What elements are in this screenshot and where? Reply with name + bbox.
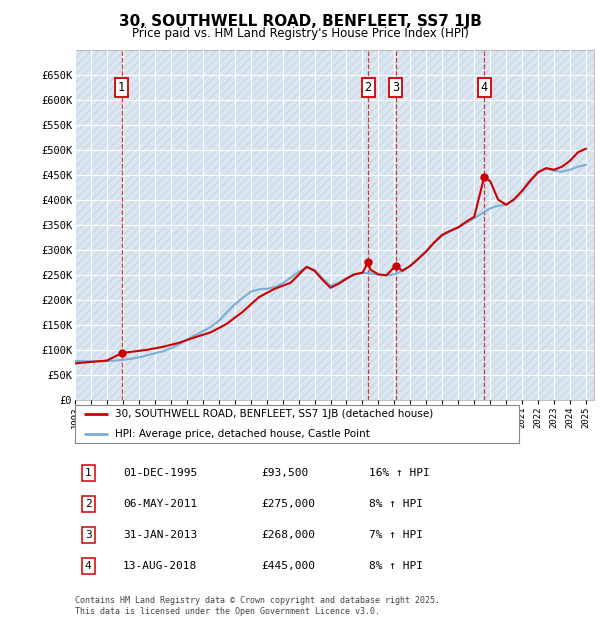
Text: 7% ↑ HPI: 7% ↑ HPI xyxy=(369,530,423,540)
Text: Price paid vs. HM Land Registry's House Price Index (HPI): Price paid vs. HM Land Registry's House … xyxy=(131,27,469,40)
Text: £275,000: £275,000 xyxy=(261,499,315,509)
Text: 4: 4 xyxy=(481,81,488,94)
Text: 16% ↑ HPI: 16% ↑ HPI xyxy=(369,468,430,478)
Text: 30, SOUTHWELL ROAD, BENFLEET, SS7 1JB (detached house): 30, SOUTHWELL ROAD, BENFLEET, SS7 1JB (d… xyxy=(115,409,433,420)
Text: 06-MAY-2011: 06-MAY-2011 xyxy=(123,499,197,509)
Text: 1: 1 xyxy=(85,468,92,478)
Text: 3: 3 xyxy=(392,81,399,94)
Text: 3: 3 xyxy=(85,530,92,540)
Text: 30, SOUTHWELL ROAD, BENFLEET, SS7 1JB: 30, SOUTHWELL ROAD, BENFLEET, SS7 1JB xyxy=(119,14,481,29)
Text: 2: 2 xyxy=(364,81,371,94)
Text: 13-AUG-2018: 13-AUG-2018 xyxy=(123,561,197,571)
Text: 8% ↑ HPI: 8% ↑ HPI xyxy=(369,561,423,571)
Text: £445,000: £445,000 xyxy=(261,561,315,571)
Text: 8% ↑ HPI: 8% ↑ HPI xyxy=(369,499,423,509)
Text: £268,000: £268,000 xyxy=(261,530,315,540)
Text: 2: 2 xyxy=(85,499,92,509)
Text: 4: 4 xyxy=(85,561,92,571)
Text: Contains HM Land Registry data © Crown copyright and database right 2025.
This d: Contains HM Land Registry data © Crown c… xyxy=(75,596,440,616)
Text: 1: 1 xyxy=(118,81,125,94)
Text: 01-DEC-1995: 01-DEC-1995 xyxy=(123,468,197,478)
Text: £93,500: £93,500 xyxy=(261,468,308,478)
Text: 31-JAN-2013: 31-JAN-2013 xyxy=(123,530,197,540)
Text: HPI: Average price, detached house, Castle Point: HPI: Average price, detached house, Cast… xyxy=(115,428,370,439)
